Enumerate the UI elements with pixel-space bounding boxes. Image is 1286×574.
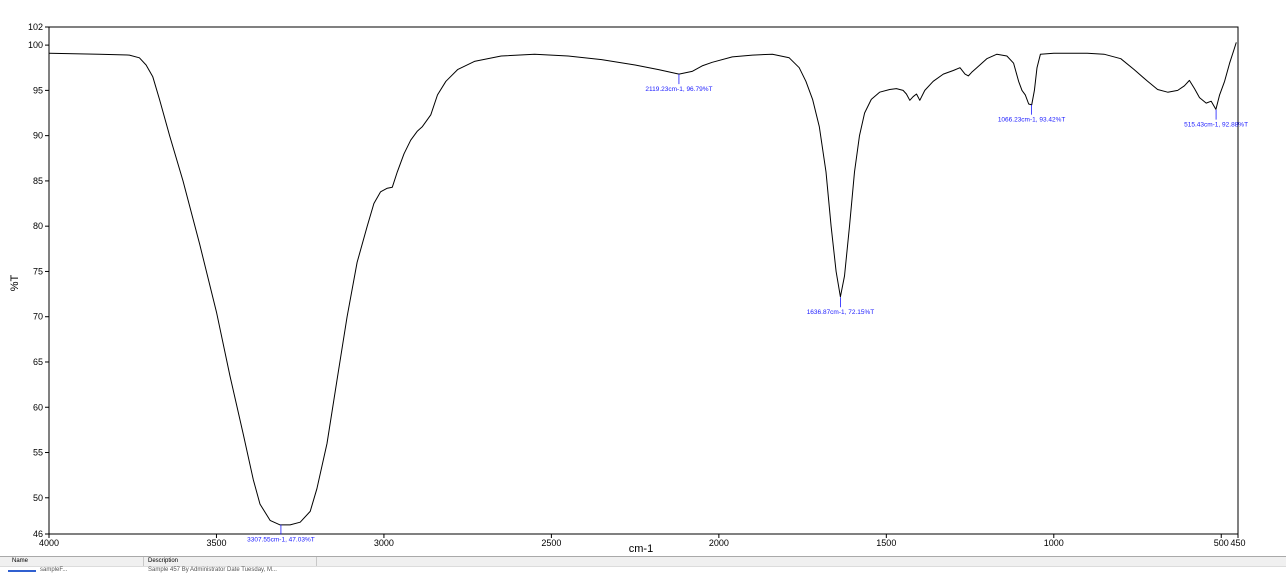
x-axis-label: cm-1: [629, 543, 653, 555]
y-tick-label-3: 60: [33, 402, 43, 412]
x-tick-label-7: 500: [1214, 538, 1229, 548]
legend-header-name[interactable]: Name: [12, 558, 29, 564]
x-tick-label-1: 3500: [206, 538, 226, 548]
legend-row-name: sampleF...: [40, 567, 68, 573]
legend-table: Name Description sampleF... Sample 457 B…: [0, 556, 1286, 574]
peak-label-3: 1066.23cm-1, 93.42%T: [998, 117, 1066, 124]
y-tick-label-2: 55: [33, 448, 43, 458]
y-tick-label-6: 75: [33, 266, 43, 276]
legend-row[interactable]: sampleF... Sample 457 By Administrator D…: [0, 567, 1286, 574]
x-tick-label-4: 2000: [709, 538, 729, 548]
y-tick-label-4: 65: [33, 357, 43, 367]
peak-label-2: 1636.87cm-1, 72.15%T: [807, 309, 875, 316]
spectrum-line-0: [48, 42, 1237, 526]
legend-swatch: [8, 570, 36, 572]
peak-label-4: 515.43cm-1, 92.88%T: [1184, 122, 1248, 129]
y-tick-label-9: 90: [33, 131, 43, 141]
peak-label-0: 3307.55cm-1, 47.03%T: [247, 537, 315, 544]
legend-header-description[interactable]: Description: [148, 558, 179, 564]
y-tick-label-7: 80: [33, 221, 43, 231]
plot-frame: [48, 26, 1239, 535]
y-tick-label-5: 70: [33, 312, 43, 322]
y-tick-label-11: 100: [28, 40, 43, 50]
ir-spectrum-chart: 4000 3500 3000 2500 2000 1500 1000 500 450 46 50 55…: [9, 22, 1248, 555]
x-tick-label-0: 4000: [39, 538, 59, 548]
legend-header: Name Description: [0, 557, 1286, 567]
x-tick-label-3: 2500: [541, 538, 561, 548]
x-tick-label-8: 450: [1230, 538, 1245, 548]
y-axis-label: %T: [9, 274, 21, 291]
x-tick-label-6: 1000: [1044, 538, 1064, 548]
y-tick-label-12: 102: [28, 22, 43, 32]
legend-row-description: Sample 457 By Administrator Date Tuesday…: [148, 567, 277, 573]
y-tick-label-10: 95: [33, 85, 43, 95]
peak-label-1: 2119.23cm-1, 96.79%T: [645, 86, 712, 93]
y-tick-label-0: 46: [33, 529, 43, 539]
x-tick-label-2: 3000: [374, 538, 394, 548]
y-tick-label-1: 50: [33, 493, 43, 503]
y-tick-label-8: 85: [33, 176, 43, 186]
x-tick-label-5: 1500: [876, 538, 896, 548]
